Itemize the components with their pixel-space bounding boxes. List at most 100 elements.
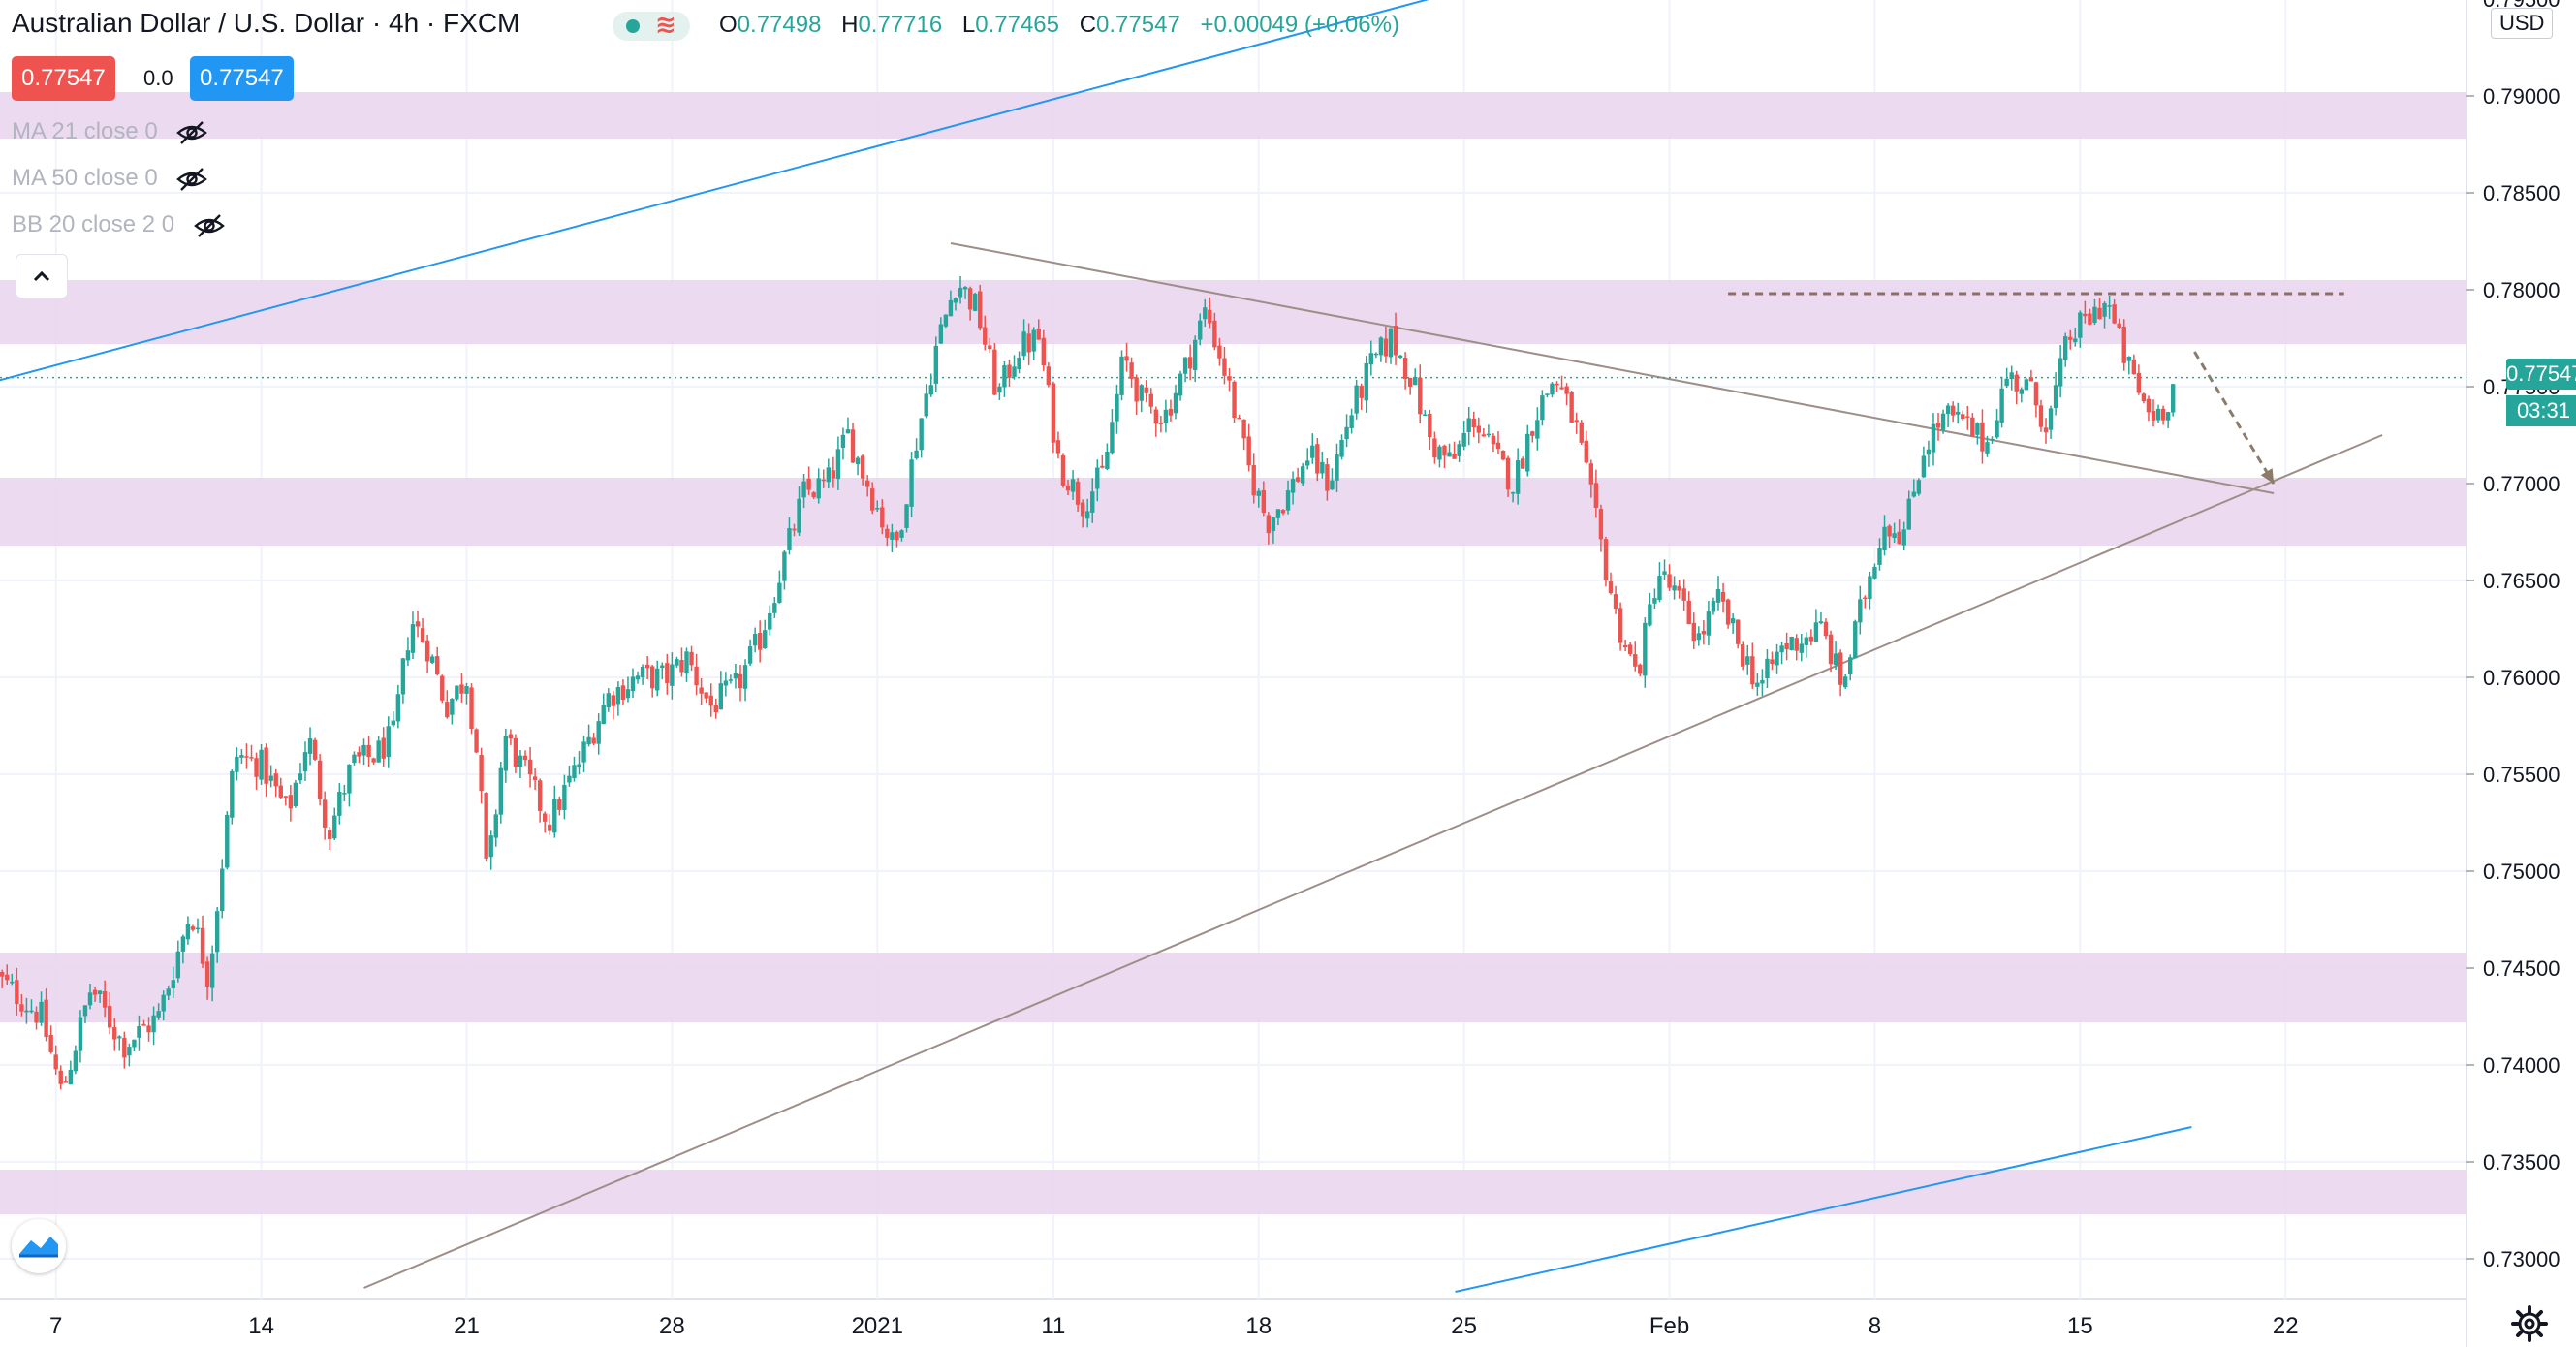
candle-body bbox=[2009, 372, 2014, 380]
candle-body bbox=[1598, 509, 1604, 540]
candle-body bbox=[665, 663, 670, 683]
candle bbox=[890, 523, 895, 553]
candle bbox=[1105, 443, 1110, 471]
candle bbox=[1251, 453, 1256, 504]
candle bbox=[1217, 337, 1222, 366]
candle bbox=[1715, 576, 1721, 611]
candle-body bbox=[772, 603, 777, 613]
candle-body bbox=[527, 759, 533, 775]
candle-body bbox=[747, 646, 753, 664]
candle-body bbox=[1105, 452, 1110, 470]
candle bbox=[1995, 409, 1999, 439]
candle-body bbox=[1725, 599, 1731, 625]
candle bbox=[1921, 446, 1927, 478]
candle-body bbox=[988, 345, 992, 350]
candle-body bbox=[581, 741, 586, 763]
high-label: H bbox=[841, 12, 859, 38]
candle-body bbox=[2102, 302, 2107, 317]
price-axis[interactable]: 0.73000 0.73500 0.74000 0.74500 0.75000 0.755… bbox=[2466, 0, 2560, 1271]
time-axis[interactable]: 7 14 21 28 2021 11 18 25 Feb 8 15 22 bbox=[49, 1313, 2299, 1339]
candle-body bbox=[474, 729, 479, 753]
collapse-legend-button[interactable] bbox=[16, 254, 68, 298]
candle bbox=[518, 750, 523, 778]
tradingview-logo[interactable] bbox=[12, 1219, 66, 1273]
candle-body bbox=[591, 737, 596, 744]
candle-body bbox=[347, 764, 352, 794]
candle bbox=[2097, 298, 2102, 320]
candle-body bbox=[1530, 431, 1535, 436]
candle bbox=[723, 672, 729, 697]
candle bbox=[1187, 344, 1193, 381]
indicator-bb20[interactable]: BB 20 close 2 0 bbox=[12, 211, 226, 238]
candle-body bbox=[1990, 439, 1995, 441]
candle-body bbox=[1246, 436, 1251, 466]
candle-body bbox=[2048, 408, 2054, 430]
candle bbox=[1961, 410, 1965, 421]
candle-body bbox=[1232, 381, 1237, 419]
candle bbox=[503, 728, 509, 783]
candle bbox=[972, 292, 978, 312]
candle-body bbox=[1755, 682, 1760, 687]
candle bbox=[1863, 595, 1868, 609]
candle-body bbox=[1134, 377, 1139, 402]
candle-body bbox=[875, 507, 880, 510]
candle bbox=[1192, 335, 1198, 382]
eye-crossed-icon[interactable] bbox=[193, 213, 226, 238]
indicator-ma21[interactable]: MA 21 close 0 bbox=[12, 118, 208, 145]
buy-button[interactable]: 0.77547 bbox=[190, 56, 294, 101]
candle bbox=[2078, 310, 2083, 348]
eye-crossed-icon[interactable] bbox=[175, 120, 208, 145]
candle bbox=[1662, 559, 1667, 580]
indicator-ma50[interactable]: MA 50 close 0 bbox=[12, 165, 208, 192]
candle bbox=[1002, 360, 1007, 397]
candle-body bbox=[1070, 479, 1076, 492]
eye-crossed-icon[interactable] bbox=[175, 167, 208, 192]
candle bbox=[102, 980, 108, 1018]
candle bbox=[1163, 399, 1169, 433]
candle-body bbox=[1280, 510, 1286, 514]
sell-button[interactable]: 0.77547 bbox=[12, 56, 115, 101]
candle-body bbox=[1926, 449, 1932, 455]
candle-body bbox=[1715, 589, 1721, 603]
candle bbox=[2126, 356, 2131, 375]
candle-body bbox=[190, 926, 196, 930]
candle-body bbox=[1144, 387, 1148, 393]
candle-body bbox=[1187, 357, 1193, 369]
candle bbox=[1208, 297, 1212, 329]
gear-icon[interactable] bbox=[2510, 1304, 2549, 1343]
candle-body bbox=[1271, 517, 1276, 531]
candle bbox=[2170, 383, 2176, 417]
candle bbox=[1418, 364, 1423, 423]
currency-selector[interactable]: USD bbox=[2491, 8, 2554, 39]
candle bbox=[39, 991, 44, 1026]
candle bbox=[699, 677, 704, 705]
candle-body bbox=[928, 385, 933, 395]
candle-body bbox=[816, 478, 821, 499]
candle bbox=[1945, 403, 1951, 428]
market-status-badge[interactable]: ≋ bbox=[613, 10, 690, 41]
candle bbox=[983, 315, 988, 351]
candle bbox=[1745, 644, 1750, 675]
close-value: 0.77547 bbox=[1096, 12, 1180, 38]
candle bbox=[68, 1060, 74, 1085]
candle-body bbox=[429, 656, 435, 663]
candle bbox=[562, 774, 567, 820]
candle-body bbox=[450, 698, 455, 715]
open-label: O bbox=[719, 12, 738, 38]
candle bbox=[1330, 468, 1335, 490]
candle bbox=[625, 676, 631, 703]
candle bbox=[15, 968, 19, 1016]
candle bbox=[1222, 347, 1227, 385]
candle bbox=[1975, 422, 1980, 445]
candle bbox=[1315, 438, 1320, 482]
change-value: +0.00049 (+0.06%) bbox=[1200, 12, 1399, 38]
candle-body bbox=[151, 1015, 156, 1033]
candle bbox=[479, 747, 484, 804]
candle bbox=[352, 751, 357, 766]
candle-body bbox=[1290, 479, 1296, 493]
symbol-title[interactable]: Australian Dollar / U.S. Dollar · 4h · F… bbox=[12, 8, 520, 38]
candle bbox=[469, 683, 474, 735]
candle-body bbox=[1031, 329, 1036, 352]
candle-body bbox=[288, 795, 294, 809]
